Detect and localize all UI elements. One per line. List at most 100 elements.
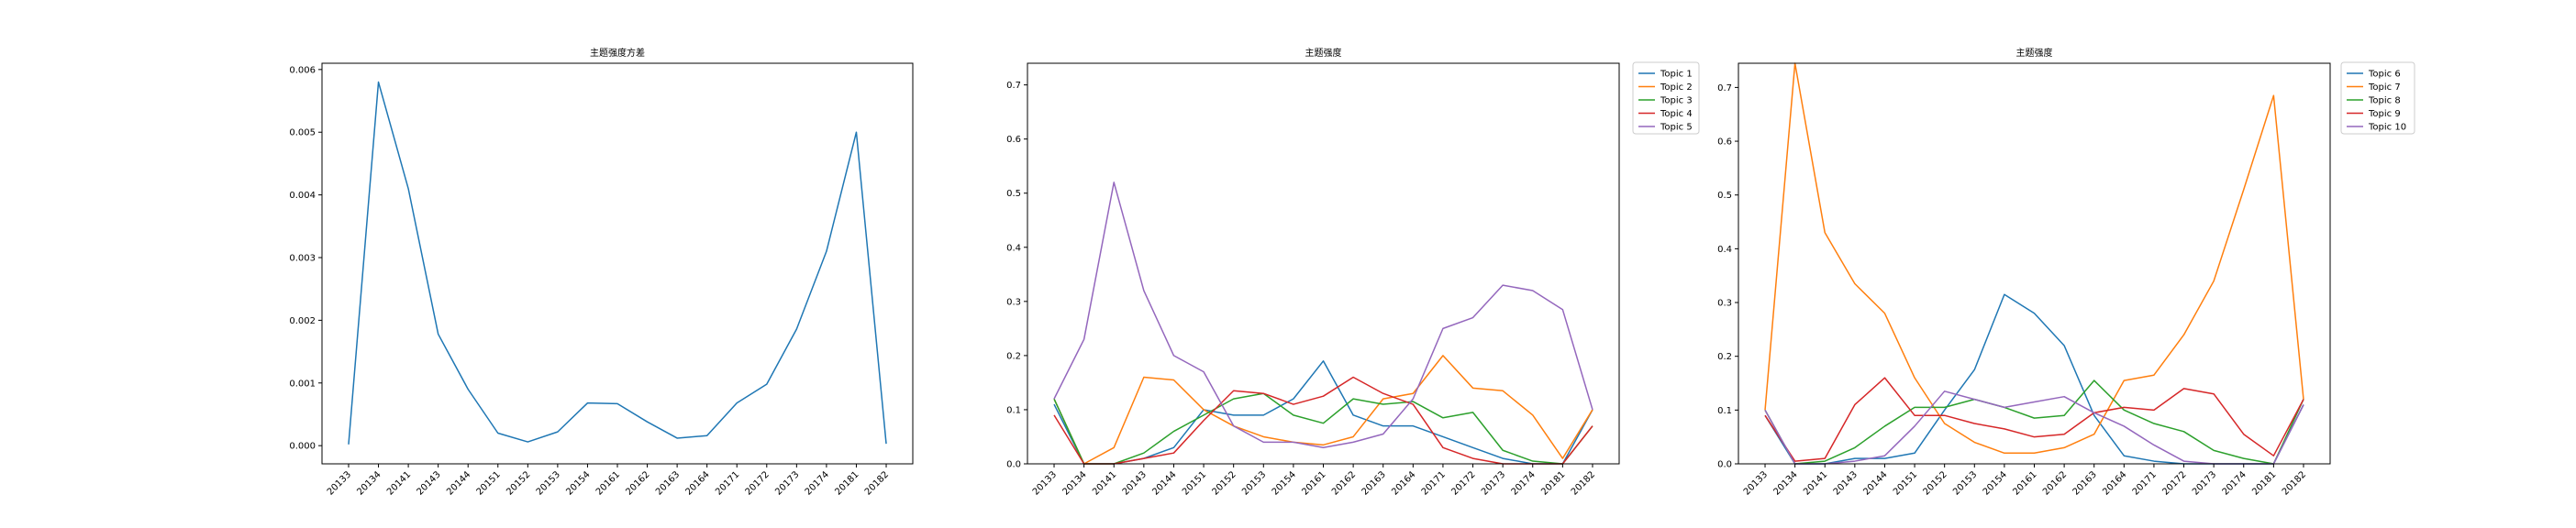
y-tick-label: 0.3 [1006,297,1021,307]
x-tick-label: 20133 [326,469,353,497]
x-tick-label: 20151 [475,469,503,497]
legend-entry: Topic 9 [2368,109,2401,119]
x-tick-label: 20152 [505,469,532,497]
x-tick-label: 20152 [1922,469,1949,497]
x-tick-label: 20164 [2101,469,2128,497]
chart-title: 主题强度方差 [590,47,645,59]
x-tick-label: 20174 [1510,469,1538,497]
y-tick-label: 0.7 [1006,81,1021,91]
series-line-0 [348,81,887,445]
x-tick-label: 20154 [1271,469,1298,497]
x-tick-label: 20143 [1832,469,1860,497]
x-tick-label: 20181 [2250,469,2278,497]
series-line-topic-2 [1053,355,1593,465]
series-line-topic-9 [1764,377,2304,462]
x-tick-label: 20144 [445,469,472,497]
x-tick-label: 20174 [2221,469,2248,497]
x-tick-label: 20134 [355,469,383,497]
y-tick-label: 0.1 [1006,405,1021,415]
y-tick-label: 0.0 [1006,460,1021,470]
x-tick-label: 20153 [535,469,562,497]
y-tick-label: 0.4 [1006,243,1021,253]
y-tick-label: 0.6 [1717,138,1732,148]
y-tick-label: 0.001 [289,379,316,389]
legend-frame [2340,61,2415,135]
x-tick-label: 20154 [1982,469,2009,497]
x-tick-label: 20164 [1390,469,1417,497]
x-tick-label: 20151 [1892,469,1919,497]
x-tick-label: 20172 [744,469,772,497]
y-tick-label: 0.3 [1717,299,1732,309]
x-tick-label: 20173 [2191,469,2218,497]
x-tick-label: 20164 [684,469,712,497]
x-tick-label: 20163 [2071,469,2099,497]
y-tick-label: 0.004 [289,191,316,201]
x-tick-label: 20162 [1330,469,1358,497]
x-tick-label: 20182 [1570,469,1597,497]
plot-frame [1027,62,1620,465]
x-tick-label: 20143 [416,469,443,497]
x-tick-label: 20134 [1060,469,1088,497]
series-line-topic-6 [1764,293,2304,465]
y-tick-label: 0.1 [1717,406,1732,416]
x-tick-label: 20161 [594,469,622,497]
x-tick-label: 20152 [1211,469,1238,497]
x-tick-label: 20151 [1181,469,1208,497]
legend-entry: Topic 8 [2368,96,2401,106]
legend-entry: Topic 4 [1660,109,1693,119]
y-tick-label: 0.005 [289,128,316,138]
x-tick-label: 20173 [773,469,801,497]
x-tick-label: 20172 [2160,469,2188,497]
x-tick-label: 20153 [1240,469,1268,497]
series-line-topic-4 [1053,376,1593,465]
x-tick-label: 20171 [1420,469,1448,497]
x-tick-label: 20141 [1091,469,1118,497]
x-tick-label: 20133 [1031,469,1059,497]
x-tick-label: 20154 [564,469,592,497]
legend-entry: Topic 5 [1660,123,1693,133]
plot-frame [1738,62,2331,465]
x-tick-label: 20174 [804,469,831,497]
chart-topic-variance: 主题强度方差 0.000 0.001 0.002 0.003 0.004 0.005 0.00… [289,47,914,498]
y-tick-label: 0.003 [289,254,316,264]
legend-entry: Topic 10 [2368,123,2406,133]
series-line-topic-3 [1053,392,1593,465]
series-line-topic-1 [1053,360,1593,465]
chart-title: 主题强度 [1305,47,1342,59]
y-tick-label: 0.5 [1006,189,1021,199]
x-tick-label: 20161 [1300,469,1327,497]
x-tick-label: 20171 [2131,469,2159,497]
y-tick-label: 0.2 [1717,352,1732,362]
legend: Topic 1 Topic 2 Topic 3 Topic 4 Topic 5 [1632,61,1700,135]
x-tick-label: 20162 [2041,469,2069,497]
x-tick-label: 20134 [1771,469,1799,497]
y-tick-label: 0.006 [289,65,316,75]
legend-entry: Topic 2 [1660,82,1693,93]
series-line-topic-8 [1764,380,2304,465]
x-tick-label: 20172 [1449,469,1477,497]
x-tick-label: 20173 [1480,469,1507,497]
y-tick-label: 0.002 [289,316,316,326]
legend-entry: Topic 7 [2368,82,2401,93]
x-tick-label: 20182 [863,469,891,497]
y-tick-label: 0.000 [289,442,316,452]
x-tick-label: 20181 [1539,469,1567,497]
x-tick-label: 20171 [714,469,741,497]
x-tick-label: 20181 [833,469,861,497]
y-tick-label: 0.6 [1006,135,1021,145]
x-tick-label: 20162 [624,469,651,497]
x-tick-label: 20163 [1360,469,1388,497]
legend: Topic 6 Topic 7 Topic 8 Topic 9 Topic 10 [2340,61,2415,135]
x-tick-label: 20141 [385,469,413,497]
y-tick-label: 0.2 [1006,351,1021,361]
x-tick-label: 20133 [1742,469,1770,497]
y-tick-label: 0.0 [1717,460,1732,470]
legend-entry: Topic 6 [2368,70,2401,80]
chart-title: 主题强度 [2016,47,2053,59]
y-tick-label: 0.7 [1717,83,1732,94]
x-tick-label: 20143 [1121,469,1149,497]
x-tick-label: 20161 [2011,469,2038,497]
legend-entry: Topic 3 [1660,96,1693,106]
